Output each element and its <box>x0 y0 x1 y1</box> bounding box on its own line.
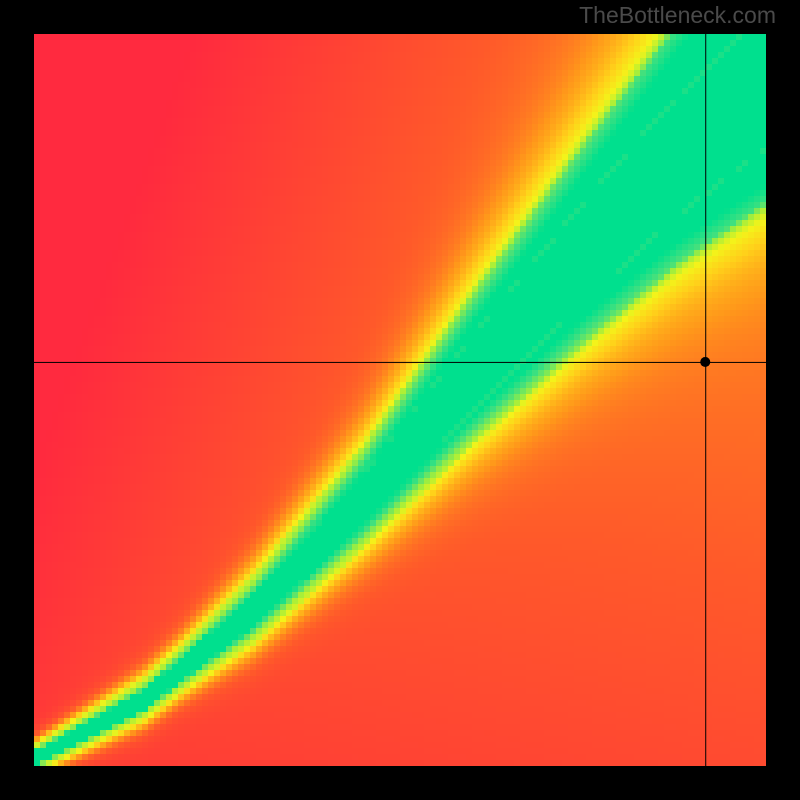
chart-container: { "watermark": { "text": "TheBottleneck.… <box>0 0 800 800</box>
watermark-text: TheBottleneck.com <box>579 2 776 29</box>
bottleneck-heatmap <box>0 0 800 800</box>
